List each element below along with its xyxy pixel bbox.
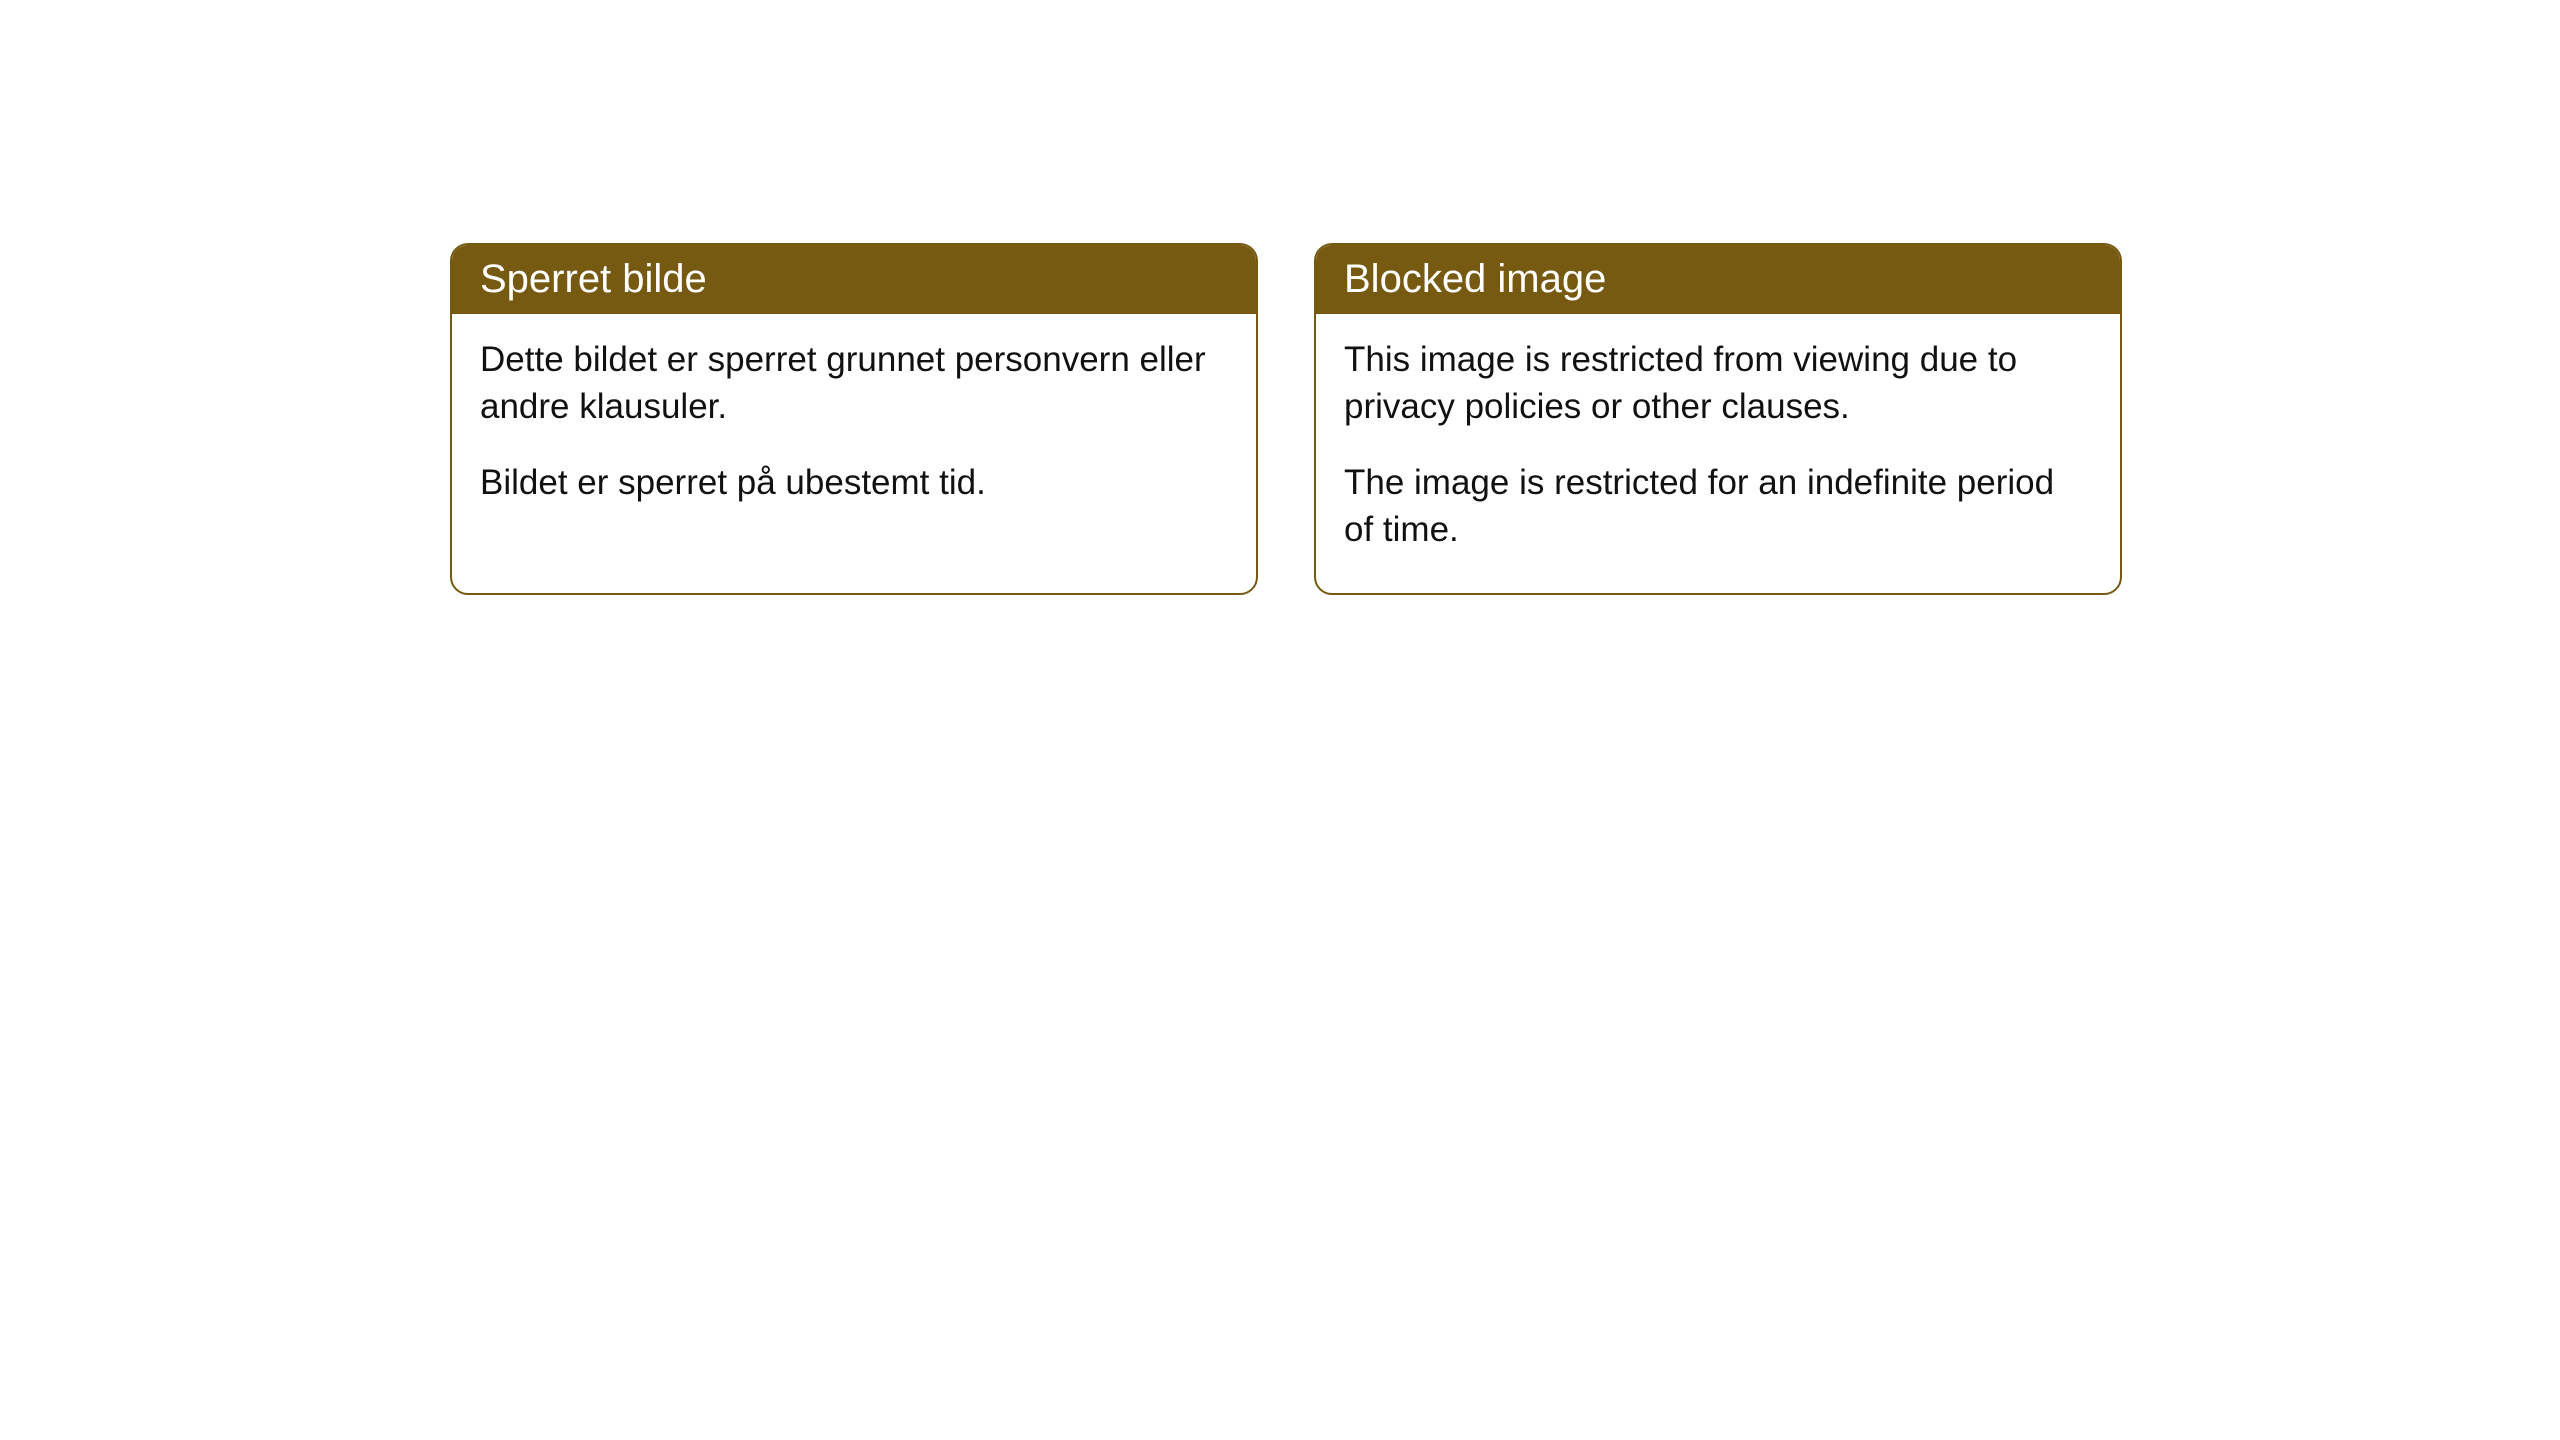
card-paragraph: Dette bildet er sperret grunnet personve… [480, 336, 1228, 431]
card-body: Dette bildet er sperret grunnet personve… [452, 314, 1256, 546]
notice-card-norwegian: Sperret bilde Dette bildet er sperret gr… [450, 243, 1258, 595]
card-paragraph: Bildet er sperret på ubestemt tid. [480, 459, 1228, 506]
notice-card-english: Blocked image This image is restricted f… [1314, 243, 2122, 595]
card-paragraph: This image is restricted from viewing du… [1344, 336, 2092, 431]
card-header: Blocked image [1316, 245, 2120, 314]
card-header: Sperret bilde [452, 245, 1256, 314]
card-title: Blocked image [1344, 257, 1606, 301]
notice-cards-container: Sperret bilde Dette bildet er sperret gr… [0, 0, 2560, 595]
card-body: This image is restricted from viewing du… [1316, 314, 2120, 593]
card-paragraph: The image is restricted for an indefinit… [1344, 459, 2092, 554]
card-title: Sperret bilde [480, 257, 707, 301]
